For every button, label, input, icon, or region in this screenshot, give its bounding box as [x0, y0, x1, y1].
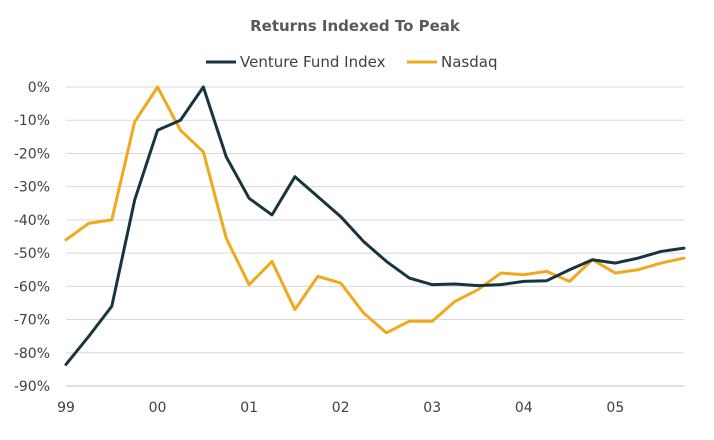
y-tick-label: -90% [14, 379, 50, 395]
legend-label-nasdaq: Nasdaq [441, 53, 497, 71]
y-tick-label: -50% [14, 246, 50, 262]
chart-title: Returns Indexed To Peak [250, 17, 461, 35]
x-tick-label: 05 [606, 400, 624, 416]
legend-label-venture: Venture Fund Index [240, 53, 386, 71]
y-tick-label: -70% [14, 313, 50, 329]
x-tick-label: 00 [149, 400, 167, 416]
y-tick-label: -80% [14, 346, 50, 362]
y-tick-label: -60% [14, 279, 50, 295]
x-tick-label: 04 [515, 400, 533, 416]
gridlines [66, 86, 684, 354]
y-tick-label: -30% [14, 180, 50, 196]
series-line-venture-fund-index [64, 85, 686, 366]
y-tick-label: 0% [28, 80, 50, 96]
x-tick-label: 02 [332, 400, 350, 416]
legend: Venture Fund Index Nasdaq [206, 53, 497, 71]
y-axis-labels: 0% -10% -20% -30% -40% -50% -60% -70% -80% -90% [14, 80, 50, 395]
y-tick-label: -40% [14, 213, 50, 229]
x-tick-label: 03 [423, 400, 441, 416]
x-tick-label: 01 [240, 400, 258, 416]
x-tick-label: 99 [57, 400, 75, 416]
series-line-nasdaq [64, 85, 686, 335]
y-tick-label: -10% [14, 113, 50, 129]
x-axis-labels: 99 00 01 02 03 04 05 [57, 400, 624, 416]
y-tick-label: -20% [14, 146, 50, 162]
plot-area [64, 85, 686, 366]
